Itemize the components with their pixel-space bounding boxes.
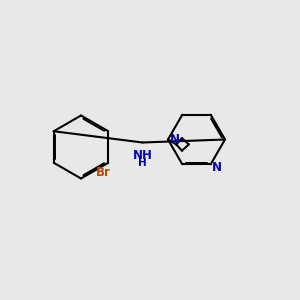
- Text: N: N: [212, 161, 222, 174]
- Text: N: N: [169, 133, 180, 146]
- Text: H: H: [138, 158, 147, 167]
- Text: NH: NH: [133, 149, 152, 162]
- Text: Br: Br: [95, 166, 110, 179]
